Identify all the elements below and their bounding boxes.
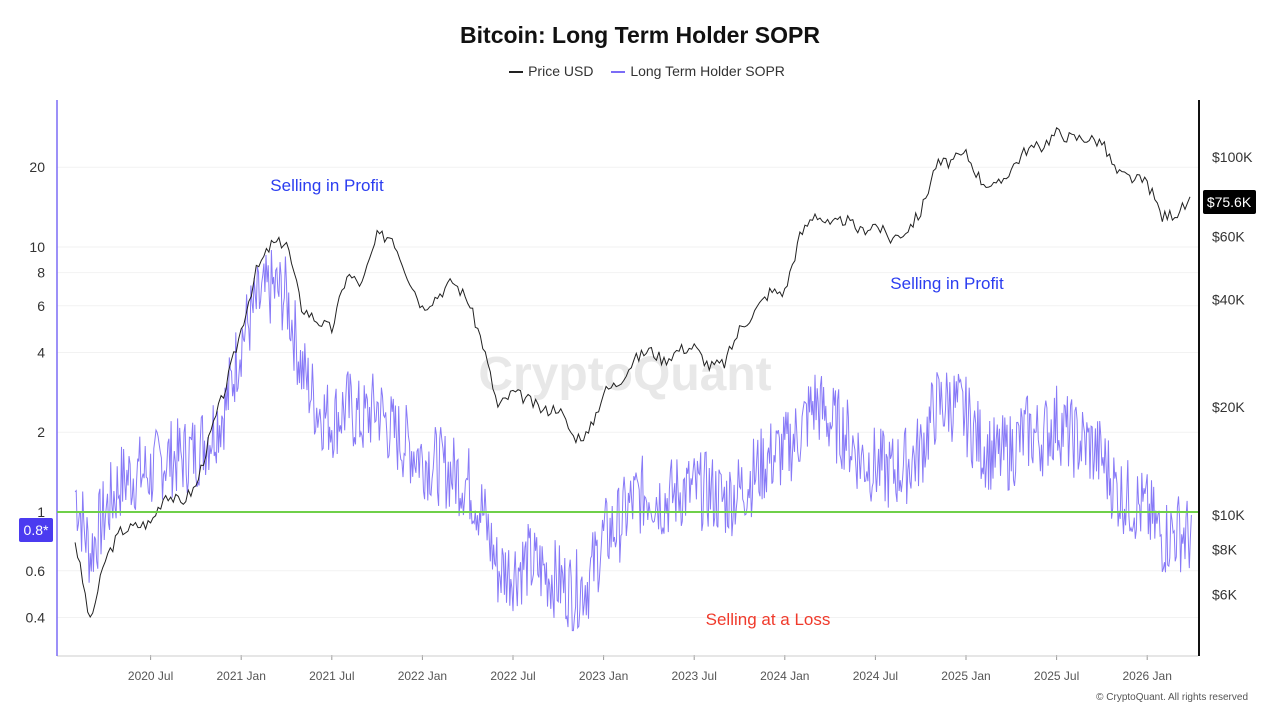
x-tick-label: 2022 Jul	[490, 669, 535, 683]
left-tick-label: 10	[29, 239, 45, 255]
left-tick-label: 0.6	[26, 563, 46, 579]
price-current-value: $75.6K	[1207, 194, 1252, 210]
left-tick-label: 8	[37, 265, 45, 281]
right-tick-label: $6K	[1212, 586, 1238, 602]
left-tick-label: 1	[37, 504, 45, 520]
annotation-label: Selling in Profit	[890, 274, 1004, 293]
left-tick-label: 4	[37, 344, 45, 360]
right-tick-label: $10K	[1212, 507, 1245, 523]
chart-title: Bitcoin: Long Term Holder SOPR	[460, 22, 820, 48]
left-tick-label: 0.4	[26, 609, 46, 625]
left-tick-label: 20	[29, 159, 45, 175]
x-tick-label: 2021 Jul	[309, 669, 354, 683]
right-tick-label: $100K	[1212, 149, 1253, 165]
annotation-label: Selling at a Loss	[706, 610, 831, 629]
right-tick-label: $8K	[1212, 542, 1238, 558]
price-series-line	[74, 126, 1191, 619]
copyright: © CryptoQuant. All rights reserved	[1096, 692, 1248, 703]
right-tick-label: $60K	[1212, 228, 1245, 244]
sopr-series-line	[74, 249, 1192, 632]
legend-sopr[interactable]: Long Term Holder SOPR	[630, 63, 785, 79]
left-tick-label: 2	[37, 424, 45, 440]
legend-price[interactable]: Price USD	[528, 63, 594, 79]
x-tick-label: 2023 Jul	[672, 669, 717, 683]
sopr-current-value: 0.8*	[24, 522, 49, 538]
legend-swatch-price	[509, 71, 524, 74]
price-current-badge	[1203, 190, 1256, 214]
x-tick-label: 2023 Jan	[579, 669, 628, 683]
watermark: CryptoQuant	[478, 348, 771, 401]
legend-swatch-sopr	[611, 71, 626, 74]
x-tick-label: 2024 Jul	[853, 669, 898, 683]
right-tick-label: $40K	[1212, 291, 1245, 307]
sopr-current-badge	[19, 518, 53, 542]
x-tick-label: 2024 Jan	[760, 669, 809, 683]
right-tick-label: $20K	[1212, 399, 1245, 415]
x-tick-label: 2026 Jan	[1123, 669, 1172, 683]
x-tick-label: 2021 Jan	[217, 669, 266, 683]
x-tick-label: 2025 Jul	[1034, 669, 1079, 683]
x-tick-label: 2020 Jul	[128, 669, 173, 683]
x-tick-label: 2025 Jan	[941, 669, 990, 683]
annotation-label: Selling in Profit	[270, 176, 384, 195]
left-tick-label: 6	[37, 298, 45, 314]
legend: Price USD Long Term Holder SOPR	[0, 63, 1280, 79]
x-tick-label: 2022 Jan	[398, 669, 447, 683]
